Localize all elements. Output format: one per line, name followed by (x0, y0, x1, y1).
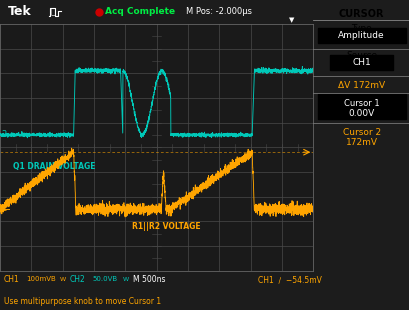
Text: Tek: Tek (8, 6, 31, 18)
Text: W: W (59, 277, 65, 282)
Text: ⎕: ⎕ (50, 7, 55, 16)
Text: Use multipurpose knob to move Cursor 1: Use multipurpose knob to move Cursor 1 (4, 297, 161, 306)
Text: 172mV: 172mV (345, 138, 377, 147)
Text: 2: 2 (2, 131, 7, 140)
Text: 1: 1 (2, 204, 7, 214)
FancyBboxPatch shape (329, 55, 392, 70)
Text: CH1  ∕  −54.5mV: CH1 ∕ −54.5mV (258, 275, 321, 284)
Text: R1||R2 VOLTAGE: R1||R2 VOLTAGE (131, 222, 200, 231)
Text: Type: Type (351, 24, 371, 33)
Text: ▼: ▼ (288, 17, 293, 23)
FancyBboxPatch shape (317, 94, 405, 119)
Text: 100mVB: 100mVB (27, 276, 56, 282)
Text: W: W (123, 277, 129, 282)
Text: Q1 DRAIN VOLTAGE: Q1 DRAIN VOLTAGE (13, 162, 95, 171)
Text: Cursor 2: Cursor 2 (342, 128, 380, 137)
Text: ΔV 172mV: ΔV 172mV (337, 81, 384, 90)
Text: Amplitude: Amplitude (337, 31, 384, 40)
Text: Source: Source (345, 51, 376, 60)
Text: M Pos: -2.000μs: M Pos: -2.000μs (186, 7, 252, 16)
Text: M 500ns: M 500ns (133, 275, 165, 284)
Text: CH2: CH2 (70, 275, 85, 284)
Text: Cursor 1: Cursor 1 (343, 99, 378, 108)
Text: 0.00V: 0.00V (348, 109, 374, 118)
Text: CH1: CH1 (351, 58, 370, 67)
Text: Acq Complete: Acq Complete (105, 7, 175, 16)
Text: CURSOR: CURSOR (338, 10, 383, 20)
Text: CH1: CH1 (4, 275, 20, 284)
FancyBboxPatch shape (317, 28, 405, 43)
Text: 50.0VB: 50.0VB (92, 276, 117, 282)
